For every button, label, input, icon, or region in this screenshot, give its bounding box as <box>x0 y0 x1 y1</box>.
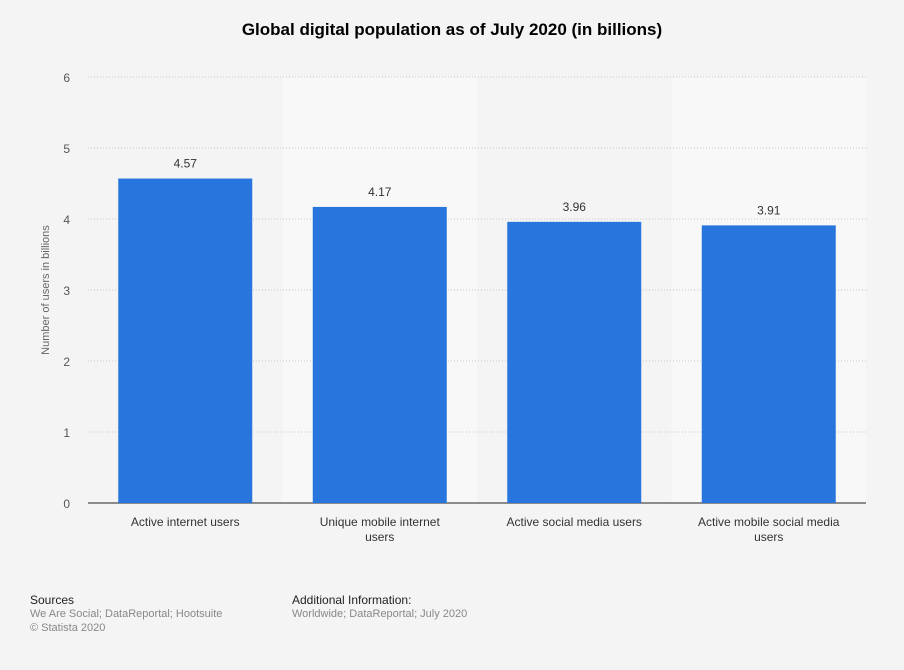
additional-info-block: Additional Information: Worldwide; DataR… <box>292 593 467 621</box>
bar <box>507 221 642 503</box>
y-axis-label: Number of users in billions <box>40 225 52 355</box>
x-tick-label: Unique mobile internet users <box>320 515 441 544</box>
data-label: 3.91 <box>757 203 781 217</box>
bar <box>701 225 836 503</box>
chart-title: Global digital population as of July 202… <box>241 20 663 39</box>
x-tick-label: Active social media users <box>507 515 642 529</box>
y-tick-label: 4 <box>63 213 70 227</box>
sources-text: We Are Social; DataReportal; Hootsuite <box>30 608 223 620</box>
y-tick-label: 5 <box>63 142 70 156</box>
bar-chart: 0 1 2 3 4 5 6 Number of users in billions 4.57 Ac… <box>40 71 866 544</box>
y-tick-label: 2 <box>63 355 70 369</box>
data-label: 4.57 <box>174 157 198 171</box>
y-tick-label: 6 <box>63 71 70 85</box>
sources-heading: Sources <box>30 593 75 607</box>
bar <box>118 178 253 503</box>
x-tick-label: Active internet users <box>131 515 240 529</box>
data-label: 3.96 <box>563 200 587 214</box>
y-tick-label: 3 <box>63 284 70 298</box>
copyright: © Statista 2020 <box>30 622 106 634</box>
additional-info-heading: Additional Information: <box>292 593 412 607</box>
x-tick-label: Active mobile social media users <box>698 515 840 544</box>
bar <box>312 206 447 503</box>
sources-block: Sources We Are Social; DataReportal; Hoo… <box>30 593 222 635</box>
y-tick-label: 1 <box>63 426 70 440</box>
y-tick-label: 0 <box>63 497 70 511</box>
data-label: 4.17 <box>368 185 392 199</box>
additional-info-text: Worldwide; DataReportal; July 2020 <box>292 608 468 620</box>
